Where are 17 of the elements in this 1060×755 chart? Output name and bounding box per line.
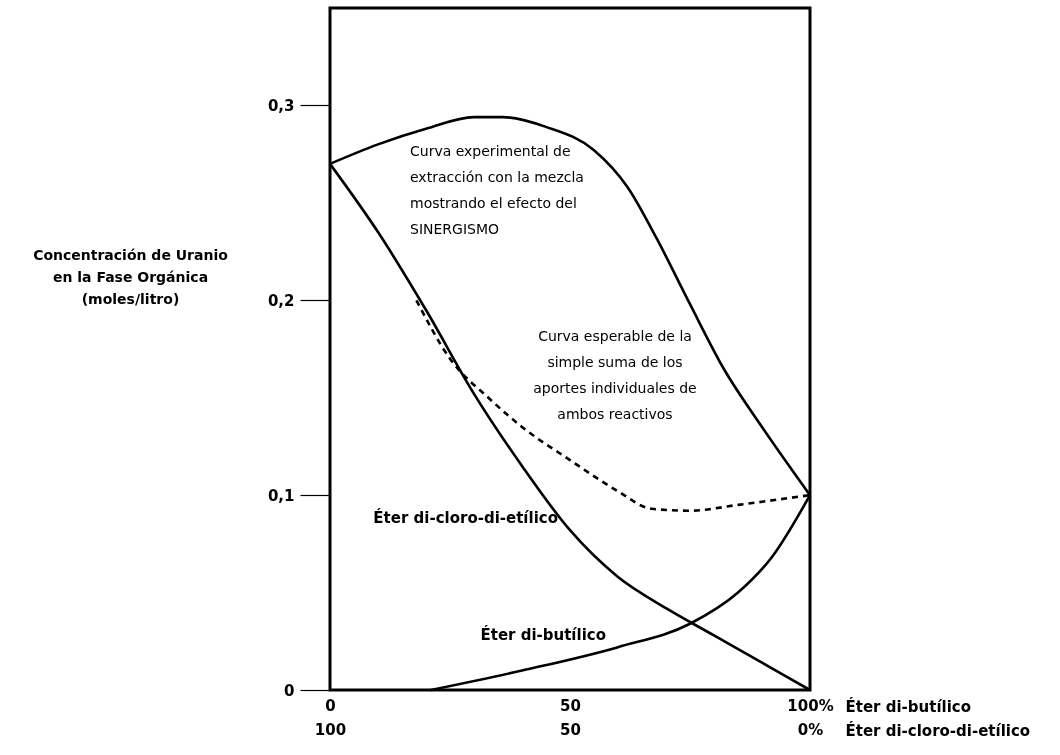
annotation: Curva esperable de la simple suma de los aportes individuales de ambos reactivos [533, 328, 697, 422]
series-label: Éter di-cloro-di-etílico [373, 508, 558, 528]
y-tick-label: 0,1 [267, 486, 295, 505]
x-axis-title: Éter di-butílico [845, 696, 972, 716]
x2-tick-label: 0% [797, 720, 824, 739]
y-tick-label: 0,2 [267, 291, 295, 310]
x-tick-label: 0 [325, 696, 336, 715]
y-tick-label: 0 [284, 681, 295, 700]
x2-tick-label: 50 [560, 720, 581, 739]
x-tick-label: 50 [560, 696, 581, 715]
y-tick-label: 0,3 [267, 96, 295, 115]
x2-axis-title: Éter di-cloro-di-etílico [845, 720, 1031, 740]
series-label: Éter di-butílico [480, 625, 606, 645]
x2-tick-label: 100 [314, 720, 347, 739]
x-tick-label: 100% [787, 696, 834, 715]
y-axis-title: Concentración de Uranio en la Fase Orgánica (moles/litro) [33, 246, 229, 307]
annotation: Curva experimental de extracción con la mezcla mostrando el efecto del SINERGISMO [410, 143, 584, 238]
